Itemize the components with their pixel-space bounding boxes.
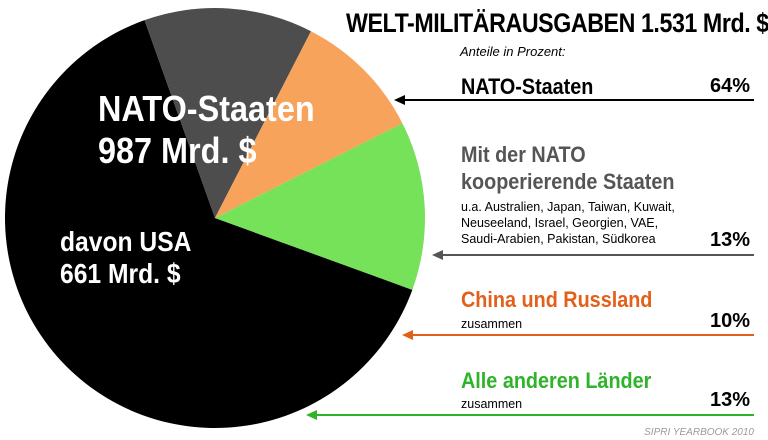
chart-subtitle: Anteile in Prozent: [460,44,566,59]
legend-china-russia-line [412,334,754,336]
legend-others-name: Alle anderen Länder [461,368,652,393]
pie-label-nato-amount: 987 Mrd. $ [98,130,257,171]
chart-title: WELT-MILITÄRAUSGABEN 1.531 Mrd. $ [346,8,768,38]
legend-nato-name: NATO-Staaten [461,74,594,99]
legend-china-russia-arrow [402,330,413,340]
legend-partners-arrow [432,250,443,260]
pie-label-usa-name: davon USA [60,226,192,257]
legend-partners-name-line1: Mit der NATO [461,142,586,167]
pie-label-usa-amount: 661 Mrd. $ [60,258,181,289]
legend-china-russia-name: China und Russland [461,287,653,312]
pie-slice-0 [5,20,413,429]
legend-china-russia-pct: 10% [710,310,751,332]
legend-others-arrow [306,410,317,420]
legend-others-line [316,414,754,416]
legend-others-note: zusammen [461,397,523,411]
pie-slice-1 [144,8,311,219]
pie-label-nato-name: NATO-Staaten [98,88,315,129]
legend-partners-pct: 13% [710,229,751,251]
source-credit: SIPRI YEARBOOK 2010 [644,427,754,438]
legend-nato-arrow [394,95,405,105]
pie-slice-3 [215,123,425,290]
legend-partners-line [442,254,754,256]
legend-nato-pct: 64% [710,75,751,97]
legend-partners-name-line2: kooperierende Staaten [461,169,675,194]
legend-china-russia-note: zusammen [461,317,523,331]
legend-nato-line [404,99,754,101]
legend-partners-detail-3: Saudi-Arabien, Pakistan, Südkorea [461,232,656,246]
legend-partners-detail-2: Neuseeland, Israel, Georgien, VAE, [461,216,659,230]
legend-partners-detail-1: u.a. Australien, Japan, Taiwan, Kuwait, [461,200,675,214]
legend-others-pct: 13% [710,389,751,411]
pie-slice-2 [215,31,403,218]
